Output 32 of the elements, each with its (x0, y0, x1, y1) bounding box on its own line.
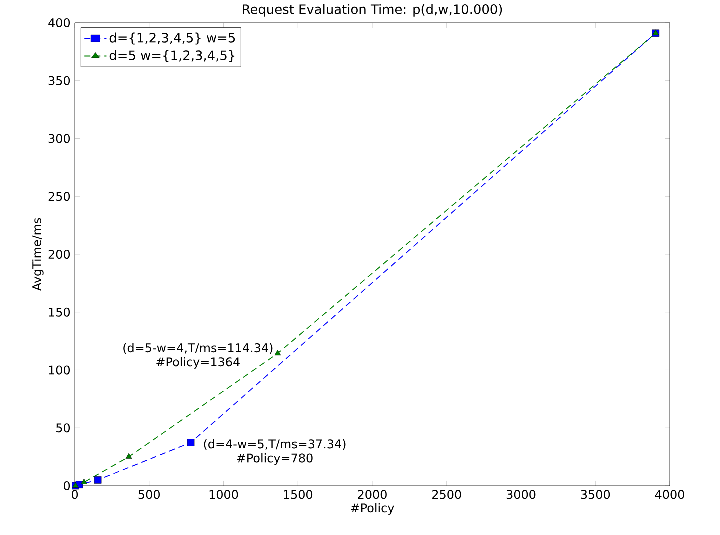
point (274, 350, 282, 356)
annotation: #Policy=1364 (156, 357, 240, 369)
y-tick-label: 350 (48, 76, 70, 86)
x-tick-label: 2000 (358, 490, 387, 500)
y-tick-label: 300 (48, 134, 70, 144)
x-axis-title: #Policy (351, 503, 394, 515)
annotation: #Policy=780 (237, 454, 313, 466)
x-tick-label: 500 (138, 490, 160, 500)
x-tick-label: 1500 (284, 490, 313, 500)
y-tick-label: 200 (48, 250, 70, 260)
x-tick-label: 1000 (210, 490, 238, 500)
point (94, 476, 102, 484)
x-tick-label: 4000 (655, 490, 684, 500)
y-tick-label: 250 (48, 192, 70, 202)
legend-label: d={1,2,3,4,5} w=5 (110, 32, 236, 45)
y-tick-label: 150 (49, 308, 70, 317)
legend-label: d=5 w={1,2,3,4,5} (110, 50, 235, 62)
point (187, 439, 195, 446)
y-tick-label: 0 (64, 481, 70, 491)
chart-title: Request Evaluation Time: p(d,w,10.000) (243, 4, 502, 17)
y-tick-label: 400 (48, 18, 70, 28)
y-tick-label: 100 (49, 366, 70, 375)
x-tick-label: 3500 (581, 490, 610, 500)
y-axis-title: AvgTime/ms (32, 218, 44, 292)
x-tick-label: 0 (72, 490, 78, 500)
x-tick-label: 3000 (506, 490, 536, 500)
annotation: (d=4-w=5,T/ms=37.34) (204, 439, 346, 450)
point (81, 478, 88, 484)
point (126, 453, 132, 459)
annotation: (d=5-w=4,T/ms=114.34) (124, 343, 273, 354)
y-tick-label: 50 (56, 424, 70, 433)
x-tick-label: 2500 (432, 490, 462, 500)
